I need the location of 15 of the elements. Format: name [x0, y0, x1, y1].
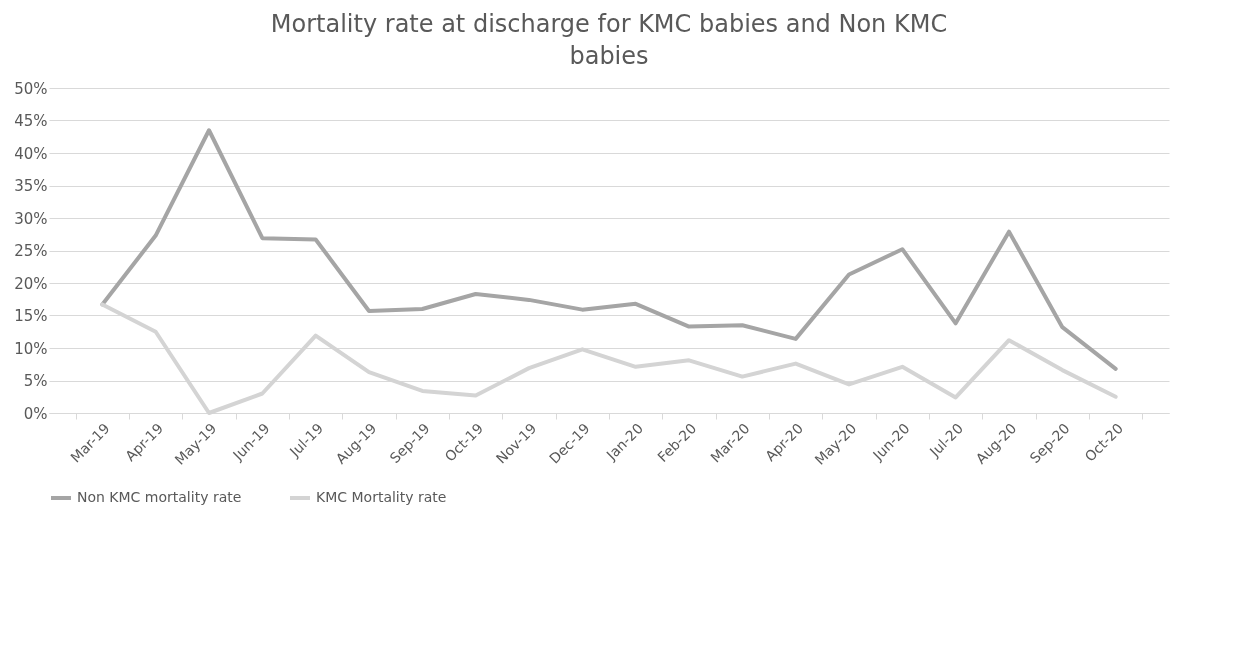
- y-tick-label: 35%: [14, 177, 48, 195]
- line-series: [100, 128, 1118, 371]
- y-tick-label: 10%: [14, 339, 48, 358]
- y-tick-label: 30%: [14, 209, 48, 228]
- y-tick-label: 5%: [23, 372, 48, 390]
- y-tick-label: 40%: [14, 144, 48, 163]
- y-tick-label: 45%: [14, 112, 48, 130]
- y-tick-label: 25%: [14, 242, 48, 260]
- legend-label: KMC Mortality rate: [316, 489, 447, 505]
- y-tick-label: 50%: [14, 79, 48, 98]
- chart-title: Mortality rate at discharge for KMC babies and Non KMC babies: [270, 10, 948, 70]
- legend-label: Non KMC mortality rate: [77, 489, 242, 505]
- y-tick-label: 20%: [14, 274, 48, 293]
- y-tick-label: 15%: [14, 307, 48, 325]
- y-tick-label: 0%: [23, 404, 48, 423]
